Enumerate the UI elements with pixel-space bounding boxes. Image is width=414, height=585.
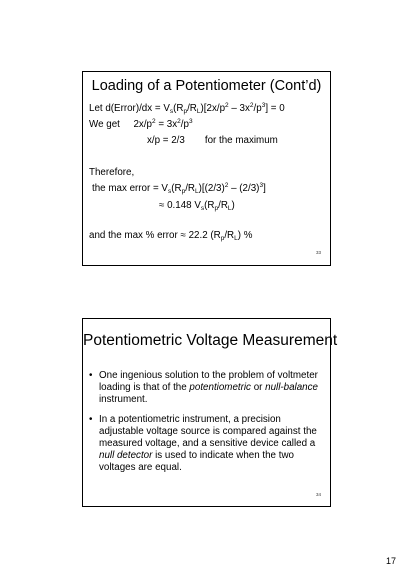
bullet-icon: •	[89, 414, 93, 426]
page-number: 17	[385, 556, 396, 566]
equation-derivative: Let d(Error)/dx = Vs(Rp/RL)[2x/p2 – 3x2/…	[89, 102, 285, 115]
equation-we-get: We get 2x/p2 = 3x2/p3	[89, 118, 193, 130]
slide-title: Potentiometric Voltage Measurement	[83, 332, 338, 349]
equation-x-over-p: x/p = 2/3 for the maximum	[147, 135, 278, 146]
bullet-list: • One ingenious solution to the problem …	[89, 370, 325, 473]
bullet-icon: •	[89, 370, 93, 381]
slide-34: Potentiometric Voltage Measurement • One…	[82, 318, 338, 507]
bullet-item: • In a potentiometric instrument, a prec…	[89, 414, 317, 473]
slide-number: 34	[315, 492, 321, 497]
slide-33: Loading of a Potentiometer (Cont’d) Let …	[82, 71, 331, 266]
equation-max-percent-error: and the max % error ≈ 22.2 (Rp/RL) %	[89, 230, 253, 242]
slide-title: Loading of a Potentiometer (Cont’d)	[91, 78, 322, 94]
slide-number: 33	[315, 250, 321, 255]
equation-max-error: the max error = Vs(Rp/RL)[(2/3)2 – (2/3)…	[92, 182, 266, 195]
bullet-item: • One ingenious solution to the problem …	[89, 370, 318, 405]
equation-approx: ≈ 0.148 Vs(Rp/RL)	[159, 200, 235, 212]
therefore-text: Therefore,	[89, 167, 135, 178]
